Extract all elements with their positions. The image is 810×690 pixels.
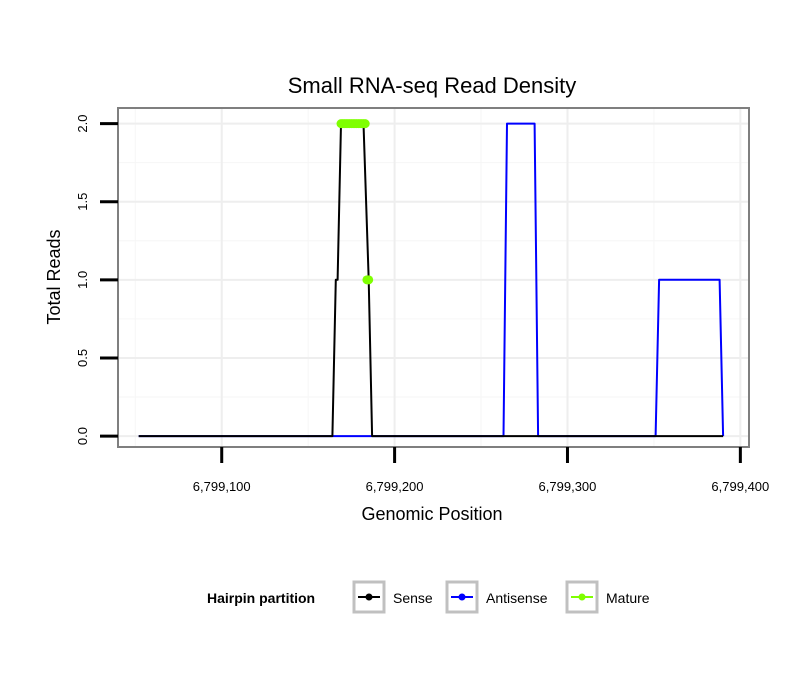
legend-key-point	[578, 593, 586, 601]
y-tick-label: 0.0	[75, 427, 90, 445]
grid-lines	[118, 108, 749, 447]
legend: Hairpin partition Sense Antisense Mature	[207, 580, 650, 614]
axes: 6,799,100 6,799,200 6,799,300 6,799,400 0.0 0…	[75, 115, 769, 494]
legend-label-antisense: Antisense	[486, 590, 548, 606]
mature-point	[364, 275, 374, 285]
legend-key-point	[458, 593, 466, 601]
series-layer	[138, 119, 725, 438]
plot-border	[117, 107, 750, 448]
legend-label-sense: Sense	[393, 590, 433, 606]
y-axis-title: Total Reads	[44, 229, 64, 324]
chart-title: Small RNA-seq Read Density	[288, 73, 577, 98]
legend-key-point	[365, 593, 373, 601]
x-tick-label: 6,799,300	[539, 479, 597, 494]
y-tick-label: 2.0	[75, 115, 90, 133]
y-tick-label: 1.0	[75, 271, 90, 289]
x-tick-label: 6,799,400	[711, 479, 769, 494]
legend-title: Hairpin partition	[207, 590, 315, 606]
x-axis-title: Genomic Position	[361, 504, 502, 524]
plot-panel	[118, 108, 749, 447]
legend-label-mature: Mature	[606, 590, 650, 606]
mature-point	[360, 119, 370, 129]
x-tick-label: 6,799,200	[366, 479, 424, 494]
y-tick-label: 1.5	[75, 193, 90, 211]
y-tick-label: 0.5	[75, 349, 90, 367]
x-tick-label: 6,799,100	[193, 479, 251, 494]
legend-entries: Sense Antisense Mature	[352, 580, 650, 614]
